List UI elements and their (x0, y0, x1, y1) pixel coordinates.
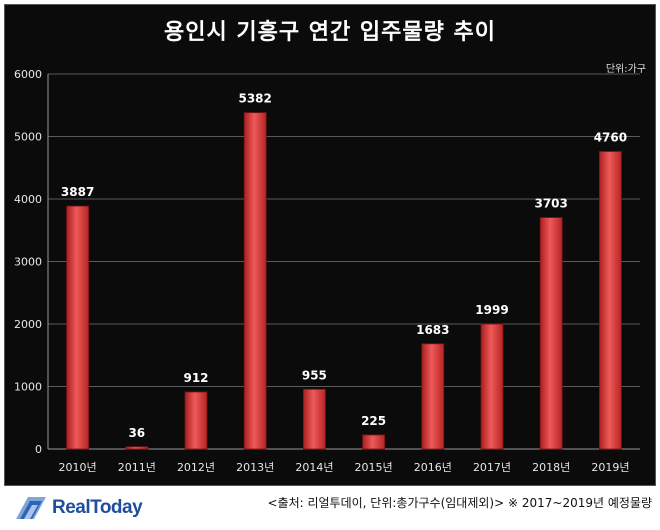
x-tick-label: 2010년 (59, 461, 97, 474)
bar-chart: 0 1000 2000 3000 4000 5000 6000 3887 2010년 36 2011… (14, 68, 640, 474)
y-tick-label: 4000 (14, 193, 42, 206)
realtoday-logo: RealToday (14, 492, 143, 524)
x-tick-label: 2017년 (473, 461, 511, 474)
source-note: <출처: 리얼투데이, 단위:총가구수(임대제외)> ※ 2017~2019년 … (267, 496, 652, 510)
unit-label: 단위:가구 (605, 64, 646, 75)
bar (243, 112, 267, 450)
realtoday-logo-icon (16, 497, 46, 519)
x-tick-label: 2015년 (355, 461, 393, 474)
footer: RealToday <출처: 리얼투데이, 단위:총가구수(임대제외)> ※ 2… (0, 486, 660, 530)
data-label: 5382 (238, 92, 271, 106)
bar (480, 323, 504, 450)
data-label: 3703 (534, 197, 567, 211)
x-tick-label: 2011년 (118, 461, 156, 474)
data-label: 4760 (594, 131, 627, 145)
x-tick-label: 2012년 (177, 461, 215, 474)
bar (539, 217, 563, 450)
data-label: 1683 (416, 323, 449, 337)
bar (302, 388, 326, 450)
data-label: 955 (302, 368, 327, 382)
bar (599, 151, 622, 450)
bar (421, 343, 445, 450)
data-label: 225 (361, 414, 386, 428)
x-tick-label: 2014년 (295, 461, 333, 474)
bar (362, 434, 386, 450)
x-tick-label: 2019년 (591, 461, 629, 474)
y-tick-label: 5000 (14, 131, 42, 144)
data-label: 912 (183, 371, 208, 385)
y-tick-label: 2000 (14, 318, 42, 331)
y-tick-label: 3000 (14, 256, 42, 269)
x-tick-label: 2018년 (532, 461, 570, 474)
bar (125, 446, 149, 450)
y-tick-label: 1000 (14, 381, 42, 394)
bar (184, 391, 208, 450)
data-label: 1999 (475, 303, 508, 317)
y-tick-label: 6000 (14, 68, 42, 81)
bar (66, 205, 89, 450)
data-label: 3887 (61, 185, 94, 199)
data-label: 36 (128, 426, 145, 440)
logo-text: RealToday (52, 497, 143, 518)
chart-title: 용인시 기흥구 연간 입주물량 추이 (164, 20, 496, 45)
x-tick-label: 2013년 (236, 461, 274, 474)
y-tick-label: 0 (35, 443, 42, 456)
x-tick-label: 2016년 (414, 461, 452, 474)
